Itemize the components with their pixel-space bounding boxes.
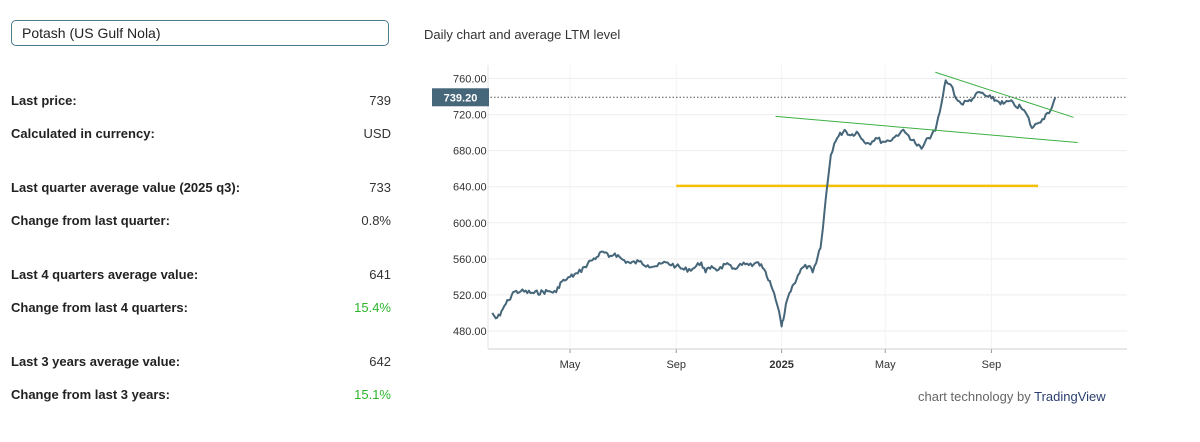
y-tick-label: 680.00: [453, 146, 487, 158]
stat-row-change-last-4-quarters: Change from last 4 quarters: 15.4%: [11, 300, 391, 320]
stat-value-positive: 15.1%: [354, 387, 391, 402]
stat-value: 739: [369, 93, 391, 108]
chart-title: Daily chart and average LTM level: [424, 27, 621, 42]
y-tick-label: 560.00: [453, 254, 487, 266]
x-tick-label: May: [560, 359, 581, 371]
stat-value: 641: [369, 267, 391, 282]
price-line: [491, 79, 1057, 328]
stat-value: 733: [369, 180, 391, 195]
trendline: [935, 71, 1074, 118]
trendline: [775, 115, 1078, 144]
stat-value: 0.8%: [361, 213, 391, 228]
stat-label: Last 3 years average value:: [11, 354, 181, 369]
stat-label: Calculated in currency:: [11, 126, 155, 141]
last-price-badge: [432, 88, 489, 107]
y-tick-label: 480.00: [453, 326, 487, 338]
stat-row-currency: Calculated in currency: USD: [11, 126, 391, 146]
y-tick-label: 640.00: [453, 182, 487, 194]
y-tick-label: 520.00: [453, 290, 487, 302]
stat-row-last-quarter-average: Last quarter average value (2025 q3): 73…: [11, 180, 391, 200]
stat-value-positive: 15.4%: [354, 300, 391, 315]
stat-label: Change from last 3 years:: [11, 387, 170, 402]
tradingview-link[interactable]: TradingView: [1034, 389, 1106, 404]
x-tick-label: 2025: [769, 359, 793, 371]
stat-row-change-last-3-years: Change from last 3 years: 15.1%: [11, 387, 391, 407]
credit-prefix: chart technology by: [918, 389, 1035, 404]
x-tick-label: May: [875, 359, 896, 371]
chart-credit: chart technology by TradingView: [918, 389, 1106, 404]
stat-row-last-price: Last price: 739: [11, 93, 391, 113]
last-price-label: 739.20: [444, 92, 478, 104]
stat-row-change-last-quarter: Change from last quarter: 0.8%: [11, 213, 391, 233]
x-tick-label: Sep: [982, 359, 1002, 371]
price-chart[interactable]: 760.00 720.00 680.00 640.00 600.00 560.00 520.…: [420, 60, 1140, 380]
x-tick-label: Sep: [666, 359, 686, 371]
stat-label: Change from last quarter:: [11, 213, 170, 228]
y-tick-label: 720.00: [453, 110, 487, 122]
y-tick-label: 760.00: [453, 74, 487, 86]
stat-label: Change from last 4 quarters:: [11, 300, 188, 315]
y-tick-label: 600.00: [453, 218, 487, 230]
stat-row-last-4-quarters-average: Last 4 quarters average value: 641: [11, 267, 391, 287]
stat-row-last-3-years-average: Last 3 years average value: 642: [11, 354, 391, 374]
stat-label: Last quarter average value (2025 q3):: [11, 180, 241, 195]
stat-value: 642: [369, 354, 391, 369]
commodity-select[interactable]: Potash (US Gulf Nola): [11, 20, 389, 46]
stat-label: Last price:: [11, 93, 77, 108]
stat-value: USD: [363, 126, 391, 141]
stat-label: Last 4 quarters average value:: [11, 267, 199, 282]
